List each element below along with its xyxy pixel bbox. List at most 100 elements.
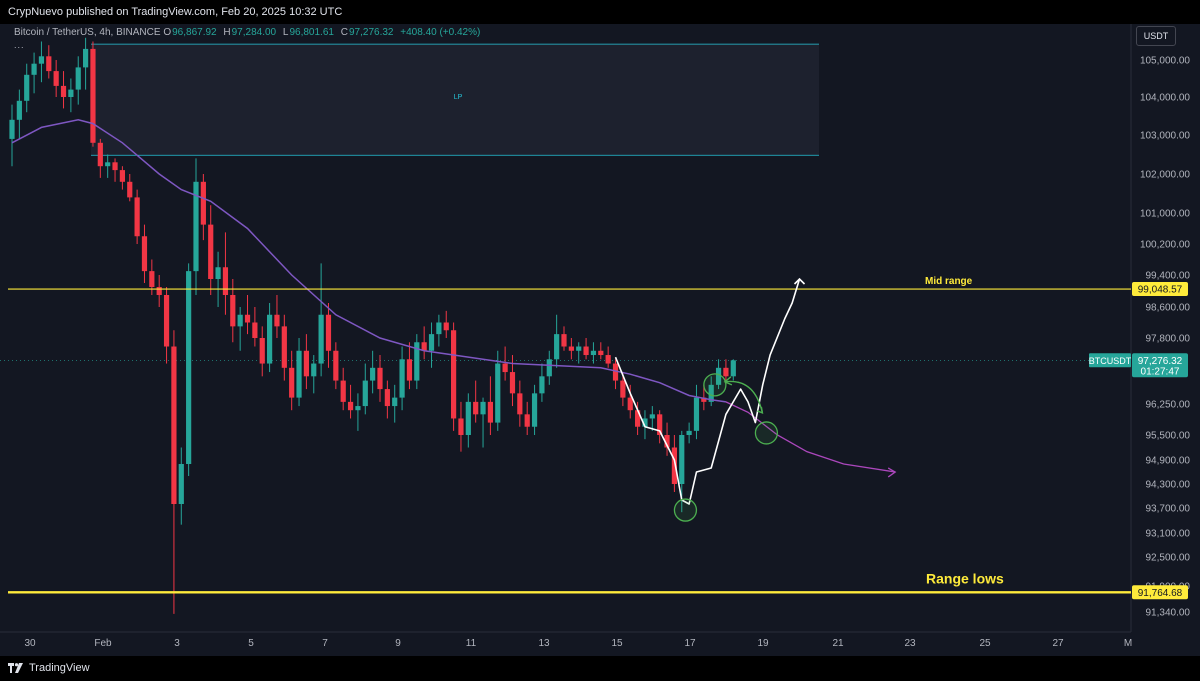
price-level-tag <box>1132 282 1188 297</box>
price-axis[interactable] <box>1131 24 1200 632</box>
candle-body <box>531 393 538 427</box>
candle-body <box>605 355 611 364</box>
candle-body <box>362 380 368 407</box>
candle-body <box>281 326 287 368</box>
x-tick-label: M <box>1124 638 1132 649</box>
candle-body <box>244 314 251 323</box>
chart-background <box>0 24 1200 656</box>
candle-body <box>178 464 184 504</box>
candle-body <box>657 414 663 435</box>
y-tick-label: 94,300.00 <box>1146 480 1191 491</box>
candle-body <box>149 271 155 287</box>
price-chart[interactable]: 105,000.00 104,000.00 103,000.00 102,000.00… <box>0 24 1200 656</box>
y-tick-label: 97,800.00 <box>1146 334 1191 345</box>
candle-body <box>90 48 96 143</box>
candle-body <box>222 267 229 295</box>
x-tick-label: 13 <box>538 638 550 649</box>
open-label: O <box>163 27 172 38</box>
candle-body <box>671 447 677 484</box>
candle-body <box>325 314 332 351</box>
candle-body <box>9 119 15 139</box>
candle-body <box>473 401 479 415</box>
candle-body <box>480 401 486 415</box>
candle-body <box>392 397 398 407</box>
candle-body <box>347 401 354 411</box>
y-tick-label: 94,900.00 <box>1146 456 1191 467</box>
symbol-name: Bitcoin / TetherUS, 4h, BINANCE <box>14 27 161 38</box>
high-label: H <box>223 27 231 38</box>
candle-body <box>186 271 192 464</box>
publisher-text: CrypNuevo published on TradingView.com, … <box>8 6 343 18</box>
low-label: L <box>282 27 289 38</box>
x-tick-label: 19 <box>757 638 769 649</box>
more-menu[interactable]: ... <box>14 40 25 50</box>
candle-body <box>377 367 383 390</box>
candle-body <box>509 372 516 394</box>
y-tick-label: 93,100.00 <box>1146 529 1191 540</box>
candle-body <box>679 435 685 484</box>
lp-zone-label: LP <box>454 94 463 101</box>
candle-body <box>259 338 265 364</box>
high-value: 97,284.00 <box>231 27 277 38</box>
candle-body <box>649 414 655 419</box>
y-tick-label: 102,000.00 <box>1140 170 1190 181</box>
countdown-label: 01:27:47 <box>1141 366 1180 377</box>
candle-body <box>31 63 37 75</box>
current-price-tag <box>1132 353 1188 378</box>
candle-body <box>428 334 435 351</box>
candle-body <box>708 384 714 402</box>
candle-body <box>502 363 508 373</box>
candle-body <box>642 418 648 427</box>
y-tick-label: 101,000.00 <box>1140 209 1190 220</box>
candle-body <box>715 367 722 385</box>
candle-body <box>38 56 45 64</box>
candle-body <box>318 314 324 364</box>
y-tick-label: 91,340.00 <box>1146 608 1191 619</box>
highlight-circle <box>754 421 779 445</box>
candle-body <box>443 322 449 331</box>
candle-body <box>127 181 133 198</box>
y-tick-label: 104,000.00 <box>1140 93 1190 104</box>
open-value: 96,867.92 <box>172 27 217 38</box>
candle-body <box>105 162 111 167</box>
candle-body <box>193 181 199 272</box>
candle-body <box>723 367 729 377</box>
candle-body <box>414 342 420 381</box>
candle-body <box>296 350 302 398</box>
x-tick-label: 17 <box>684 638 696 649</box>
candle-body <box>53 71 59 86</box>
publisher-bar: CrypNuevo published on TradingView.com, … <box>0 0 1200 24</box>
candle-body <box>119 170 125 182</box>
candle-body <box>399 359 405 398</box>
x-tick-label: 9 <box>395 638 401 649</box>
candle-body <box>546 359 552 377</box>
candle-body <box>598 350 604 356</box>
x-tick-label: 23 <box>904 638 916 649</box>
candle-body <box>289 367 295 398</box>
y-tick-label: 103,000.00 <box>1140 131 1190 142</box>
candle-body <box>554 334 560 360</box>
retest-arrow-head-2 <box>757 406 764 415</box>
x-tick-label: 21 <box>832 638 844 649</box>
candle-body <box>171 346 177 504</box>
price-level-label: 91,764.68 <box>1138 588 1183 599</box>
lp-zone[interactable] <box>91 44 819 156</box>
ma-projection-arrow <box>887 467 897 478</box>
candle-body <box>237 314 243 327</box>
candle-body <box>451 330 457 419</box>
y-tick-label: 99,400.00 <box>1146 271 1191 282</box>
y-tick-label: 95,500.00 <box>1146 431 1191 442</box>
candle-body <box>141 236 148 272</box>
candle-body <box>421 342 427 351</box>
ma-projection-line <box>725 401 896 473</box>
x-tick-label: 5 <box>248 638 254 649</box>
change-value: +408.40 (+0.42%) <box>400 27 481 38</box>
symbol-legend: Bitcoin / TetherUS, 4h, BINANCE O96,867.… <box>14 27 480 38</box>
current-price-label: 97,276.32 <box>1138 356 1183 367</box>
x-tick-label: 11 <box>466 638 477 649</box>
x-tick-label: 27 <box>1052 638 1064 649</box>
candle-body <box>340 380 346 402</box>
currency-button[interactable]: USDT <box>1136 26 1176 46</box>
symbol-tag <box>1089 353 1131 368</box>
candle-body <box>24 74 30 101</box>
